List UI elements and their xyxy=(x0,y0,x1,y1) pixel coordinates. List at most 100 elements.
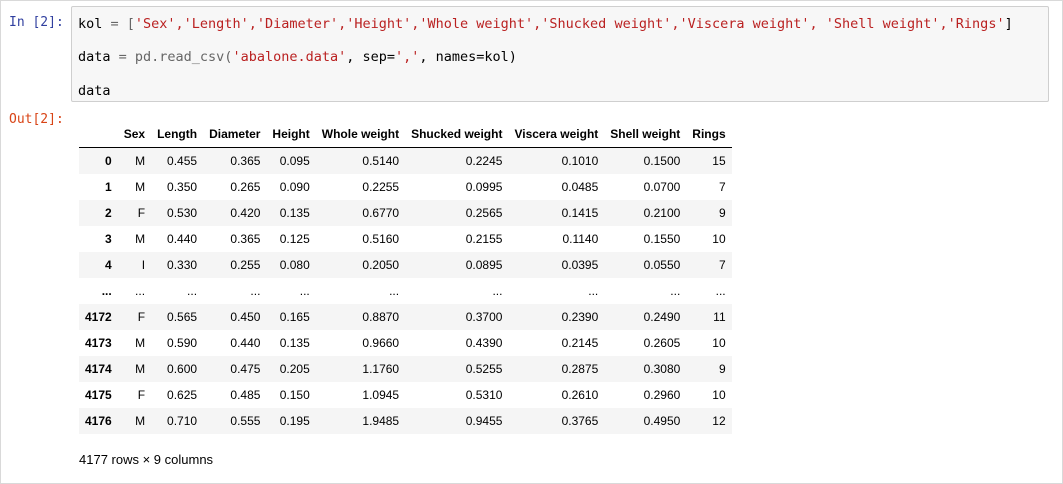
table-cell: ... xyxy=(187,284,198,298)
table-cell: 0.1010 xyxy=(561,154,599,168)
table-cell: 0.2390 xyxy=(561,310,599,324)
code-token-text: , sep= xyxy=(346,49,396,65)
table-cell: 0.5160 xyxy=(362,232,400,246)
code-editor[interactable]: kol = ['Sex','Length','Diameter','Height… xyxy=(71,6,1049,102)
table-cell: 0.625 xyxy=(167,388,198,402)
code-token-text: , names=kol) xyxy=(419,49,517,65)
column-header: Rings xyxy=(686,121,732,148)
code-line-2: data = pd.read_csv('abalone.data', sep='… xyxy=(78,49,517,65)
table-cell: 0.165 xyxy=(279,310,310,324)
table-cell: 1.9485 xyxy=(362,414,400,428)
table-cell: 0.2050 xyxy=(362,258,400,272)
table-cell: M xyxy=(135,336,146,350)
output-prompt: Out[2]: xyxy=(9,112,64,127)
row-index: 4172 xyxy=(85,310,112,324)
table-cell: 0.2255 xyxy=(362,180,400,194)
table-row: .............................. xyxy=(79,278,732,304)
table-cell: 0.350 xyxy=(167,180,198,194)
table-cell: 0.205 xyxy=(279,362,310,376)
table-cell: 0.5140 xyxy=(362,154,400,168)
table-cell: 15 xyxy=(712,154,726,168)
column-header: Diameter xyxy=(203,121,267,148)
table-row: 4 I 0.330 0.255 0.080 0.2050 0.0895 0.0395 0.055… xyxy=(79,252,732,278)
table-cell: 0.420 xyxy=(230,206,261,220)
table-cell: 0.135 xyxy=(279,336,310,350)
input-prompt: In [2]: xyxy=(9,15,64,30)
table-cell: 0.3765 xyxy=(561,414,599,428)
table-cell: ... xyxy=(670,284,681,298)
row-index: 4174 xyxy=(85,362,112,376)
table-row: 4172 F 0.565 0.450 0.165 0.8870 0.3700 0.2390 0.… xyxy=(79,304,732,330)
table-cell: 7 xyxy=(718,258,726,272)
code-token-string: 'Sex','Length','Diameter','Height','Whol… xyxy=(134,16,1005,32)
table-cell: 0.2565 xyxy=(465,206,503,220)
table-cell: 0.440 xyxy=(167,232,198,246)
row-index: 4175 xyxy=(85,388,112,402)
table-row: 4173 M 0.590 0.440 0.135 0.9660 0.4390 0.2145 0.… xyxy=(79,330,732,356)
row-index: 3 xyxy=(105,232,112,246)
column-header: Height xyxy=(266,121,316,148)
table-cell: 0.0995 xyxy=(465,180,503,194)
table-cell: ... xyxy=(492,284,503,298)
table-cell: 0.590 xyxy=(167,336,198,350)
table-cell: 0.2610 xyxy=(561,388,599,402)
column-header: Length xyxy=(151,121,204,148)
table-cell: I xyxy=(141,258,146,272)
table-cell: ... xyxy=(389,284,400,298)
table-cell: 0.330 xyxy=(167,258,198,272)
table-cell: 0.2155 xyxy=(465,232,503,246)
table-cell: 0.4390 xyxy=(465,336,503,350)
table-cell: ... xyxy=(299,284,310,298)
table-cell: 12 xyxy=(712,414,726,428)
code-line-1: kol = ['Sex','Length','Diameter','Height… xyxy=(78,16,1013,32)
table-cell: 0.0895 xyxy=(465,258,503,272)
table-cell: 0.475 xyxy=(230,362,261,376)
table-cell: 0.4950 xyxy=(643,414,681,428)
table-header-row: Sex Length Diameter Height Whole weight Shuck… xyxy=(79,121,732,148)
table-cell: ... xyxy=(588,284,599,298)
table-cell: 0.195 xyxy=(279,414,310,428)
table-cell: 0.485 xyxy=(230,388,261,402)
row-index: 0 xyxy=(105,154,112,168)
table-cell: 0.2960 xyxy=(643,388,681,402)
code-token-op: = pd.read_csv( xyxy=(110,49,233,65)
code-token-string: 'abalone.data' xyxy=(232,49,347,65)
table-cell: 0.710 xyxy=(167,414,198,428)
table-cell: F xyxy=(137,310,146,324)
table-cell: 0.150 xyxy=(279,388,310,402)
table-cell: M xyxy=(135,362,146,376)
table-cell: F xyxy=(137,206,146,220)
table-cell: M xyxy=(135,414,146,428)
table-cell: 10 xyxy=(712,232,726,246)
table-cell: 0.0395 xyxy=(561,258,599,272)
table-cell: 0.600 xyxy=(167,362,198,376)
code-line-3: data xyxy=(78,83,111,99)
table-cell: 0.095 xyxy=(279,154,310,168)
row-index: ... xyxy=(101,284,112,298)
table-cell: 0.1140 xyxy=(562,232,599,246)
table-cell: 10 xyxy=(712,336,726,350)
table-cell: M xyxy=(135,180,146,194)
code-token-var: data xyxy=(78,49,111,65)
table-cell: 0.2875 xyxy=(561,362,599,376)
table-row: 4176 M 0.710 0.555 0.195 1.9485 0.9455 0.3765 0.… xyxy=(79,408,732,434)
table-cell: 0.2490 xyxy=(643,310,681,324)
column-header: Shell weight xyxy=(604,121,687,148)
table-cell: 0.265 xyxy=(230,180,261,194)
table-cell: 9 xyxy=(718,362,726,376)
table-row: 1 M 0.350 0.265 0.090 0.2255 0.0995 0.0485 0.070… xyxy=(79,174,732,200)
row-index: 4 xyxy=(105,258,112,272)
table-cell: 0.5255 xyxy=(465,362,503,376)
table-cell: 0.0700 xyxy=(643,180,681,194)
table-cell: 9 xyxy=(718,206,726,220)
code-token-close: ] xyxy=(1004,16,1013,32)
table-cell: 0.565 xyxy=(167,310,198,324)
table-cell: ... xyxy=(715,284,726,298)
table-cell: 0.0485 xyxy=(561,180,599,194)
dataframe-table: Sex Length Diameter Height Whole weight Shuck… xyxy=(79,121,732,434)
index-header xyxy=(79,121,118,148)
table-cell: 0.2245 xyxy=(465,154,503,168)
table-cell: 0.5310 xyxy=(465,388,503,402)
table-cell: M xyxy=(135,154,146,168)
